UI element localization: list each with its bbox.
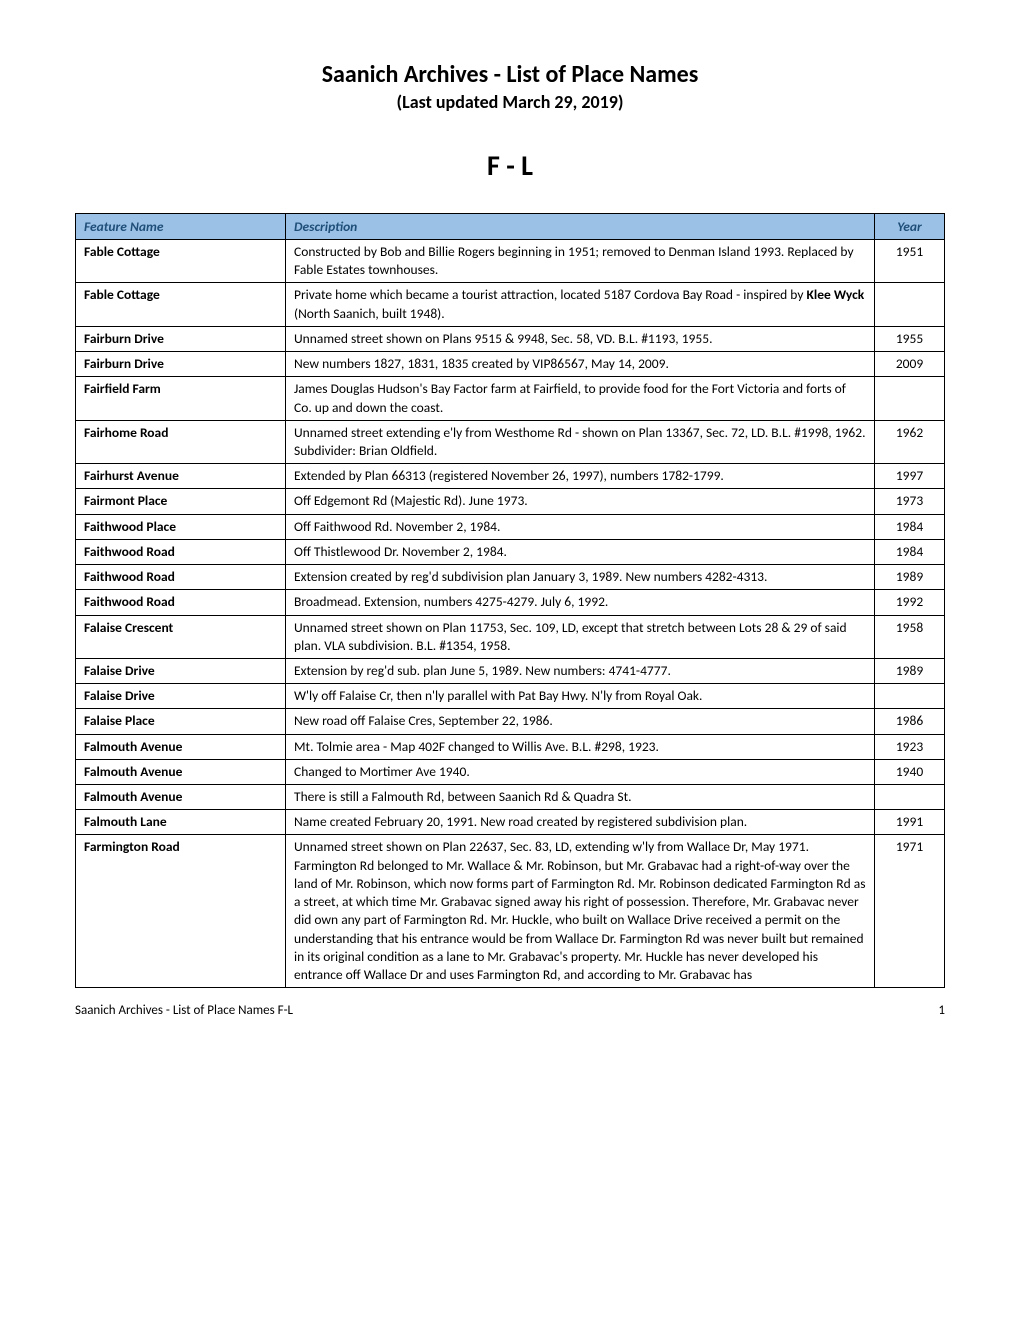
- year-cell: [875, 377, 945, 420]
- table-row: Falaise DriveExtension by reg'd sub. pla…: [76, 658, 945, 683]
- table-row: Faithwood PlaceOff Faithwood Rd. Novembe…: [76, 514, 945, 539]
- table-row: Faithwood RoadOff Thistlewood Dr. Novemb…: [76, 539, 945, 564]
- table-row: Falmouth AvenueMt. Tolmie area - Map 402…: [76, 734, 945, 759]
- table-header-row: Feature Name Description Year: [76, 214, 945, 240]
- feature-name-cell: Faithwood Road: [76, 590, 286, 615]
- table-row: Fairhurst AvenueExtended by Plan 66313 (…: [76, 464, 945, 489]
- table-row: Fairburn DriveUnnamed street shown on Pl…: [76, 326, 945, 351]
- year-cell: 1951: [875, 240, 945, 283]
- feature-name-cell: Falaise Drive: [76, 658, 286, 683]
- description-cell: Mt. Tolmie area - Map 402F changed to Wi…: [286, 734, 875, 759]
- table-row: Fable CottagePrivate home which became a…: [76, 283, 945, 326]
- document-header: Saanich Archives - List of Place Names (…: [75, 60, 945, 183]
- feature-name-cell: Fairhome Road: [76, 420, 286, 463]
- feature-name-cell: Faithwood Place: [76, 514, 286, 539]
- section-letter: F - L: [75, 148, 945, 183]
- description-cell: Extension created by reg'd subdivision p…: [286, 565, 875, 590]
- column-header-year: Year: [875, 214, 945, 240]
- description-cell: Unnamed street extending e'ly from Westh…: [286, 420, 875, 463]
- description-cell: Extension by reg'd sub. plan June 5, 198…: [286, 658, 875, 683]
- description-cell: Private home which became a tourist attr…: [286, 283, 875, 326]
- feature-name-cell: Fairburn Drive: [76, 352, 286, 377]
- description-cell: Off Faithwood Rd. November 2, 1984.: [286, 514, 875, 539]
- main-title: Saanich Archives - List of Place Names: [75, 60, 945, 89]
- year-cell: 1991: [875, 810, 945, 835]
- footer-page-number: 1: [938, 1003, 945, 1018]
- year-cell: 2009: [875, 352, 945, 377]
- feature-name-cell: Falmouth Avenue: [76, 785, 286, 810]
- table-row: Falaise PlaceNew road off Falaise Cres, …: [76, 709, 945, 734]
- description-cell: Constructed by Bob and Billie Rogers beg…: [286, 240, 875, 283]
- table-row: Fairburn DriveNew numbers 1827, 1831, 18…: [76, 352, 945, 377]
- feature-name-cell: Faithwood Road: [76, 565, 286, 590]
- subtitle: (Last updated March 29, 2019): [75, 91, 945, 113]
- year-cell: 1923: [875, 734, 945, 759]
- table-row: Falmouth AvenueChanged to Mortimer Ave 1…: [76, 759, 945, 784]
- column-header-description: Description: [286, 214, 875, 240]
- table-row: Falmouth LaneName created February 20, 1…: [76, 810, 945, 835]
- year-cell: 1955: [875, 326, 945, 351]
- feature-name-cell: Falaise Drive: [76, 684, 286, 709]
- year-cell: 1940: [875, 759, 945, 784]
- feature-name-cell: Fairfield Farm: [76, 377, 286, 420]
- feature-name-cell: Falmouth Avenue: [76, 734, 286, 759]
- feature-name-cell: Fable Cottage: [76, 240, 286, 283]
- description-cell: New numbers 1827, 1831, 1835 created by …: [286, 352, 875, 377]
- description-cell: W'ly off Falaise Cr, then n'ly parallel …: [286, 684, 875, 709]
- year-cell: 1989: [875, 565, 945, 590]
- description-cell: Unnamed street shown on Plan 22637, Sec.…: [286, 835, 875, 988]
- description-cell: Broadmead. Extension, numbers 4275-4279.…: [286, 590, 875, 615]
- place-names-table: Feature Name Description Year Fable Cott…: [75, 213, 945, 988]
- table-row: Fairmont PlaceOff Edgemont Rd (Majestic …: [76, 489, 945, 514]
- description-cell: Changed to Mortimer Ave 1940.: [286, 759, 875, 784]
- table-row: Falaise CrescentUnnamed street shown on …: [76, 615, 945, 658]
- feature-name-cell: Falaise Place: [76, 709, 286, 734]
- year-cell: 1962: [875, 420, 945, 463]
- table-row: Fable CottageConstructed by Bob and Bill…: [76, 240, 945, 283]
- page-footer: Saanich Archives - List of Place Names F…: [75, 1003, 945, 1018]
- table-row: Faithwood RoadBroadmead. Extension, numb…: [76, 590, 945, 615]
- year-cell: [875, 785, 945, 810]
- table-row: Fairfield FarmJames Douglas Hudson's Bay…: [76, 377, 945, 420]
- table-body: Fable CottageConstructed by Bob and Bill…: [76, 240, 945, 988]
- table-row: Farmington RoadUnnamed street shown on P…: [76, 835, 945, 988]
- year-cell: 1984: [875, 514, 945, 539]
- table-row: Fairhome RoadUnnamed street extending e'…: [76, 420, 945, 463]
- description-cell: Extended by Plan 66313 (registered Novem…: [286, 464, 875, 489]
- feature-name-cell: Faithwood Road: [76, 539, 286, 564]
- feature-name-cell: Falmouth Lane: [76, 810, 286, 835]
- description-cell: New road off Falaise Cres, September 22,…: [286, 709, 875, 734]
- table-row: Falmouth AvenueThere is still a Falmouth…: [76, 785, 945, 810]
- year-cell: 1986: [875, 709, 945, 734]
- description-cell: Off Edgemont Rd (Majestic Rd). June 1973…: [286, 489, 875, 514]
- description-cell: Unnamed street shown on Plan 11753, Sec.…: [286, 615, 875, 658]
- description-cell: James Douglas Hudson's Bay Factor farm a…: [286, 377, 875, 420]
- description-cell: Name created February 20, 1991. New road…: [286, 810, 875, 835]
- feature-name-cell: Fairmont Place: [76, 489, 286, 514]
- table-row: Falaise DriveW'ly off Falaise Cr, then n…: [76, 684, 945, 709]
- year-cell: 1958: [875, 615, 945, 658]
- column-header-feature: Feature Name: [76, 214, 286, 240]
- feature-name-cell: Fairhurst Avenue: [76, 464, 286, 489]
- description-cell: Off Thistlewood Dr. November 2, 1984.: [286, 539, 875, 564]
- description-cell: There is still a Falmouth Rd, between Sa…: [286, 785, 875, 810]
- year-cell: 1992: [875, 590, 945, 615]
- footer-left: Saanich Archives - List of Place Names F…: [75, 1003, 293, 1018]
- year-cell: 1984: [875, 539, 945, 564]
- table-row: Faithwood RoadExtension created by reg'd…: [76, 565, 945, 590]
- year-cell: [875, 283, 945, 326]
- year-cell: [875, 684, 945, 709]
- year-cell: 1989: [875, 658, 945, 683]
- year-cell: 1973: [875, 489, 945, 514]
- feature-name-cell: Fairburn Drive: [76, 326, 286, 351]
- feature-name-cell: Farmington Road: [76, 835, 286, 988]
- year-cell: 1997: [875, 464, 945, 489]
- description-cell: Unnamed street shown on Plans 9515 & 994…: [286, 326, 875, 351]
- year-cell: 1971: [875, 835, 945, 988]
- feature-name-cell: Falmouth Avenue: [76, 759, 286, 784]
- feature-name-cell: Falaise Crescent: [76, 615, 286, 658]
- feature-name-cell: Fable Cottage: [76, 283, 286, 326]
